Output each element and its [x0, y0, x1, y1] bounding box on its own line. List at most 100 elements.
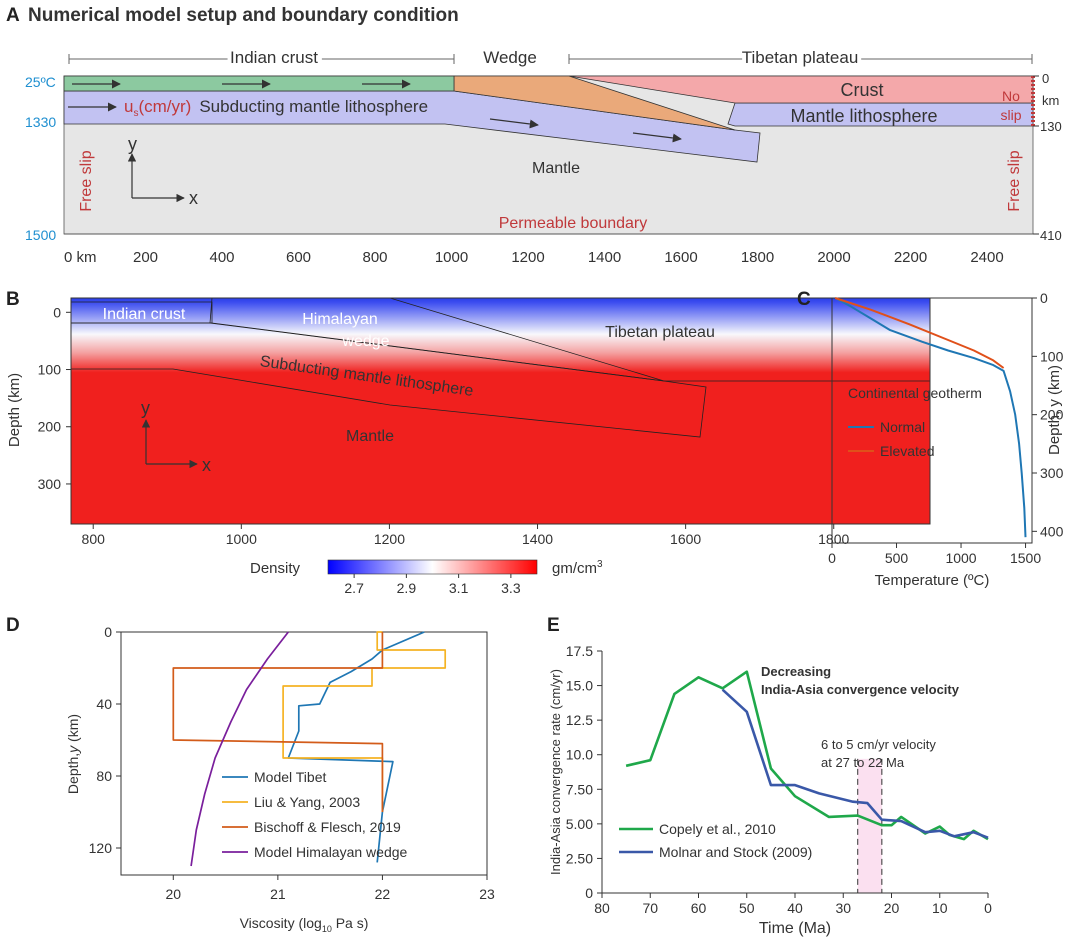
himalayan-label: Himalayan — [302, 311, 378, 328]
plot-frame — [831, 297, 1033, 544]
axes-glyph-b — [141, 419, 198, 469]
y-tick-label: 100 — [1040, 348, 1064, 364]
density-unit: gm/cm3 — [552, 559, 603, 577]
velocity-subscript: s — [133, 108, 138, 119]
panel-a: A Numerical model setup and boundary con… — [6, 5, 1062, 266]
x-tick-label: 0 — [984, 900, 992, 916]
indian-crust-label-b: Indian crust — [103, 306, 186, 323]
panel-a-xtick-label: 200 — [133, 249, 158, 266]
x-tick-label: 0 — [828, 550, 836, 566]
legend-label: Bischoff & Flesch, 2019 — [254, 819, 401, 835]
depth-km-label: km — [1042, 93, 1059, 108]
temp-top-label: 25ºC — [25, 74, 56, 90]
y-tick-label: 0 — [104, 624, 112, 640]
velocity-symbol: u — [124, 97, 133, 116]
panel-b-ytick-label: 200 — [38, 419, 62, 435]
y-tick-label: 0 — [1040, 290, 1048, 306]
panel-b-ytick-label: 300 — [38, 476, 62, 492]
panel-e-plot: 80 70 60 50 40 30 20 10 0 0 2.50 5.00 7.50 10.0 12.5 15… — [548, 643, 992, 937]
legend-label: Normal — [880, 419, 925, 435]
panel-a-xtick-label: 1000 — [435, 249, 468, 266]
panel-e: E 80 70 60 50 40 30 20 10 0 0 2.50 5.00 7.50 10.0 12.5… — [547, 615, 992, 937]
crust-label: Crust — [840, 80, 883, 100]
colorbar-tick-label: 3.1 — [449, 580, 469, 596]
density-field — [71, 298, 930, 524]
mantle-lithosphere-label: Mantle lithosphere — [790, 106, 937, 126]
no-slip-label-2: slip — [1000, 107, 1021, 123]
depth-0-label: 0 — [1042, 71, 1049, 86]
panel-a-xtick-label: 1400 — [588, 249, 621, 266]
temp-1500-label: 1500 — [25, 227, 56, 243]
y-axis-label-part: Depth, — [65, 753, 81, 794]
panel-d: D 20 21 22 23 0 40 80 120 Viscosity (log10 Pa s)… — [6, 615, 495, 934]
free-slip-right: Free slip — [1006, 150, 1023, 211]
x-tick-label: 22 — [375, 886, 391, 902]
panel-b: B Indian crust Himalayan wedge Tibetan p… — [6, 289, 931, 596]
highlight-band — [857, 758, 882, 893]
y-tick-label: 400 — [1040, 523, 1064, 539]
x-axis-label: Viscosity (log10 Pa s) — [240, 915, 369, 934]
y-tick-label: 7.50 — [566, 781, 593, 797]
tibetan-crust-shape — [568, 75, 1034, 104]
annotation-age: at 27 to 22 Ma — [821, 755, 905, 770]
annotation-decreasing: Decreasing — [761, 664, 831, 679]
y-tick-label: 5.00 — [566, 816, 593, 832]
x-tick-label: 20 — [165, 886, 181, 902]
y-axis-label-italic: y — [65, 745, 81, 754]
panel-a-xtick-label: 1600 — [664, 249, 697, 266]
axis-x-label-a: x — [189, 188, 198, 208]
panel-a-xticks: 0 km 200 400 600 800 1000 1200 1400 1600 1800 2000… — [64, 233, 1033, 266]
x-axis-label-part: Pa s) — [332, 915, 369, 931]
x-axis-label: Time (Ma) — [759, 920, 831, 937]
subducting-shape-b — [70, 322, 707, 438]
annotation-velocity: 6 to 5 cm/yr velocity — [821, 737, 936, 752]
panel-a-title: Numerical model setup and boundary condi… — [28, 5, 459, 26]
density-label: Density — [250, 560, 301, 577]
x-tick-label: 21 — [270, 886, 286, 902]
panel-a-xtick-label: 600 — [286, 249, 311, 266]
legend-label: Model Tibet — [254, 769, 326, 785]
series-line-normal — [834, 297, 1027, 538]
panel-b-letter: B — [6, 289, 20, 310]
x-tick-label: 10 — [932, 900, 948, 916]
density-unit-text: gm/cm — [552, 560, 597, 577]
y-tick-label: 2.50 — [566, 850, 593, 866]
y-tick-label: 0 — [585, 885, 593, 901]
mantle-label: Mantle — [532, 160, 580, 177]
panel-b-ytick-label: 100 — [38, 362, 62, 378]
panel-a-xtick-label: 400 — [209, 249, 234, 266]
panel-b-ylabel: Depth (km) — [6, 373, 23, 447]
y-tick-label: 40 — [96, 696, 112, 712]
geotherm-legend-title: Continental geotherm — [848, 385, 982, 401]
x-tick-label: 80 — [594, 900, 610, 916]
y-axis-label: Depth,y (km) — [65, 714, 81, 794]
panel-a-xtick-label: 1800 — [741, 249, 774, 266]
x-axis-label-sub: 10 — [322, 924, 332, 934]
panel-b-frame — [70, 297, 931, 525]
panel-a-xtick-label: 2200 — [894, 249, 927, 266]
x-tick-label: 500 — [885, 550, 909, 566]
panel-a-xtick-label: 2000 — [817, 249, 850, 266]
x-tick-label: 1500 — [1010, 550, 1041, 566]
panel-a-letter: A — [6, 5, 20, 26]
subducting-label-text: Subducting mantle lithosphere — [199, 97, 428, 116]
y-tick-label: 200 — [1040, 407, 1064, 423]
colorbar-tick-label: 2.7 — [344, 580, 364, 596]
legend-label: Copely et al., 2010 — [659, 821, 776, 837]
tibetan-label-b: Tibetan plateau — [605, 324, 715, 341]
panel-c: C 0 500 1000 1500 0 100 200 300 400 Temperature (… — [797, 289, 1064, 589]
panel-b-xtick-label: 800 — [82, 531, 106, 547]
panel-d-letter: D — [6, 615, 20, 636]
depth-130-label: 130 — [1040, 119, 1062, 134]
panel-a-xtick-label: 800 — [362, 249, 387, 266]
region-wedge-label: Wedge — [483, 48, 537, 67]
permeable-boundary-label: Permeable boundary — [499, 215, 648, 232]
y-tick-label: 15.0 — [566, 678, 593, 694]
y-tick-label: 80 — [96, 768, 112, 784]
wedge-label-b: wedge — [341, 333, 389, 350]
series-line-elevated — [834, 297, 1005, 369]
y-axis-label: India-Asia convergence rate (cm/yr) — [548, 669, 563, 875]
y-tick-label: 10.0 — [566, 747, 593, 763]
series-line-bischoff-flesch-2019 — [172, 632, 384, 812]
plot-frame — [120, 631, 488, 876]
